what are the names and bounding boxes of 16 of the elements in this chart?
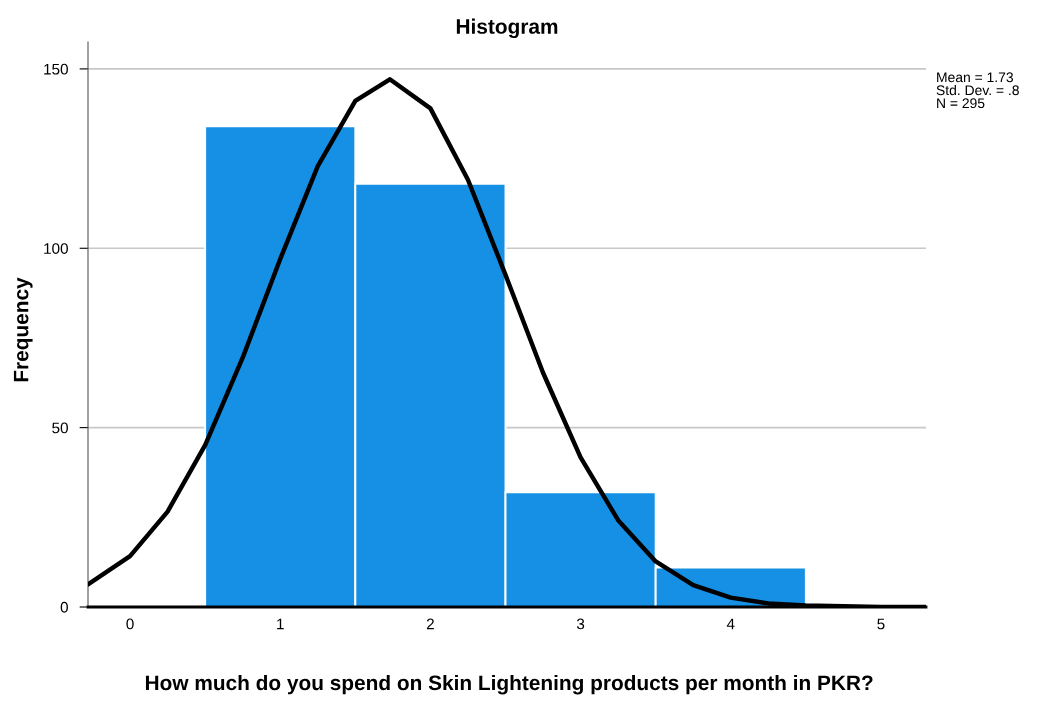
x-tick-label: 1 — [277, 618, 284, 630]
x-tick-label: 5 — [877, 618, 885, 630]
text: Mean = 1.73 — [937, 72, 1013, 83]
x-tick-label: 2 — [426, 618, 434, 630]
x-axis-title: How much do you spend on Skin Lightening products per month in PKR? — [145, 674, 873, 695]
y-tick-label: 150 — [44, 63, 68, 75]
y-axis-title: Frequency — [13, 277, 33, 382]
y-tick-label: 0 — [60, 601, 68, 613]
text: Std. Dev. = .8 — [936, 84, 1019, 96]
y-tick-label: 100 — [44, 243, 68, 254]
y-tick-label: 50 — [52, 422, 68, 434]
chart-title: Histogram — [456, 18, 558, 39]
x-tick-label: 4 — [726, 618, 735, 630]
x-tick-label: 0 — [126, 618, 134, 630]
text: N = 295 — [937, 98, 985, 109]
x-tick-label: 3 — [576, 618, 585, 630]
